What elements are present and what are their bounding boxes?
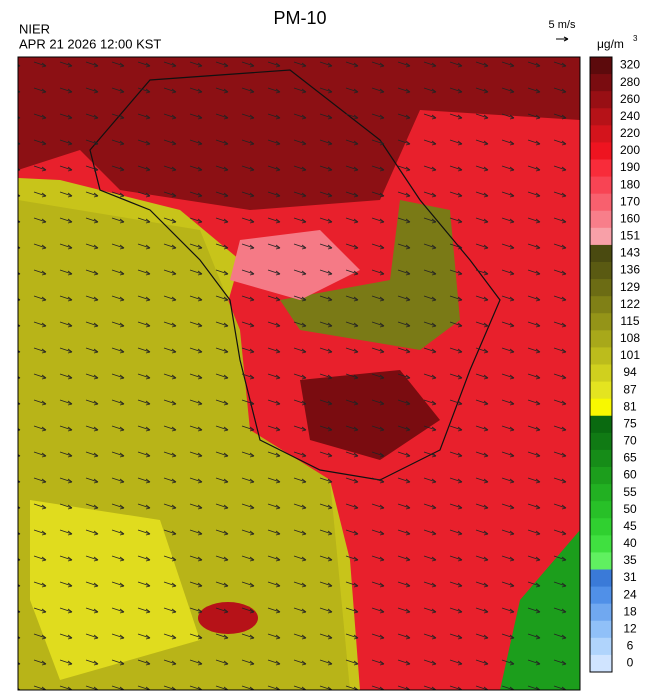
colorbar-label: 45 — [623, 519, 637, 533]
colorbar-swatch — [590, 569, 612, 588]
colorbar-swatch — [590, 193, 612, 212]
colorbar-swatch — [590, 210, 612, 229]
concentration-map — [18, 57, 580, 690]
wind-scale-arrow — [556, 36, 569, 42]
colorbar-label: 6 — [627, 639, 634, 653]
colorbar-label: 240 — [620, 109, 640, 123]
datetime: APR 21 2026 12:00 KST — [19, 36, 161, 51]
colorbar-label: 200 — [620, 143, 640, 157]
colorbar-swatch — [590, 449, 612, 468]
colorbar-swatch — [590, 244, 612, 263]
colorbar-swatch — [590, 620, 612, 639]
title: PM-10 — [273, 8, 326, 28]
colorbar-label: 60 — [623, 468, 637, 482]
colorbar-label: 87 — [623, 382, 637, 396]
colorbar-label: 75 — [623, 416, 637, 430]
colorbar-label: 160 — [620, 211, 640, 225]
agency: NIER — [19, 21, 50, 36]
colorbar-swatch — [590, 176, 612, 195]
colorbar-swatch — [590, 432, 612, 451]
colorbar-label: 180 — [620, 177, 640, 191]
colorbar-label: 320 — [620, 58, 640, 72]
colorbar-label: 0 — [627, 656, 634, 670]
colorbar-swatch — [590, 159, 612, 178]
wind-scale: 5 m/s — [549, 19, 576, 31]
colorbar-label: 280 — [620, 75, 640, 89]
colorbar-label: 94 — [623, 365, 637, 379]
colorbar-swatch — [590, 347, 612, 365]
colorbar-label: 24 — [623, 587, 637, 601]
colorbar-swatch — [590, 381, 612, 400]
colorbar-frame — [589, 56, 613, 673]
colorbar-swatch — [590, 398, 612, 417]
colorbar-swatch — [590, 467, 612, 485]
colorbar-label: 55 — [623, 485, 637, 499]
colorbar-label: 151 — [620, 229, 640, 243]
colorbar-label: 108 — [620, 331, 640, 345]
colorbar-label: 129 — [620, 280, 640, 294]
colorbar-label: 260 — [620, 92, 640, 106]
colorbar-swatch — [590, 142, 612, 160]
colorbar-swatch — [590, 654, 612, 673]
colorbar-swatch — [590, 108, 612, 126]
colorbar-swatch — [590, 552, 612, 570]
colorbar-label: 31 — [623, 570, 637, 584]
colorbar-swatch — [590, 125, 612, 143]
colorbar-label: 18 — [623, 604, 637, 618]
colorbar-swatch — [590, 91, 612, 109]
colorbar-swatch — [590, 535, 612, 553]
colorbar-swatch — [590, 518, 612, 536]
colorbar-label: 115 — [620, 314, 639, 328]
colorbar-swatch — [590, 484, 612, 502]
colorbar-label: 12 — [623, 621, 637, 635]
colorbar-swatch — [590, 603, 612, 622]
colorbar-swatch — [590, 227, 612, 246]
map-frame — [17, 56, 581, 691]
unit-exponent: 3 — [633, 34, 638, 43]
unit: μg/m — [597, 37, 624, 51]
colorbar-swatch — [590, 415, 612, 434]
colorbar-swatch — [590, 262, 612, 280]
colorbar-label: 40 — [623, 536, 637, 550]
colorbar-swatch — [590, 586, 612, 605]
colorbar-label: 35 — [623, 553, 637, 567]
colorbar-swatch — [590, 57, 612, 75]
colorbar-swatch — [590, 74, 612, 92]
colorbar-label: 143 — [620, 246, 640, 260]
colorbar-label: 136 — [620, 263, 640, 277]
colorbar-label: 101 — [620, 348, 640, 362]
colorbar-label: 122 — [620, 297, 640, 311]
colorbar-swatch — [590, 364, 612, 383]
colorbar-swatch — [590, 313, 612, 331]
colorbar-swatch — [590, 296, 612, 314]
colorbar-label: 170 — [620, 194, 640, 208]
colorbar-label: 50 — [623, 502, 637, 516]
colorbar-swatch — [590, 330, 612, 348]
colorbar-label: 220 — [620, 126, 640, 140]
colorbar-label: 81 — [623, 399, 637, 413]
colorbar-label: 70 — [623, 434, 637, 448]
colorbar-swatch — [590, 637, 612, 656]
colorbar-swatch — [590, 279, 612, 297]
colorbar-swatch — [590, 501, 612, 519]
colorbar-label: 65 — [623, 451, 637, 465]
colorbar-label: 190 — [620, 160, 640, 174]
